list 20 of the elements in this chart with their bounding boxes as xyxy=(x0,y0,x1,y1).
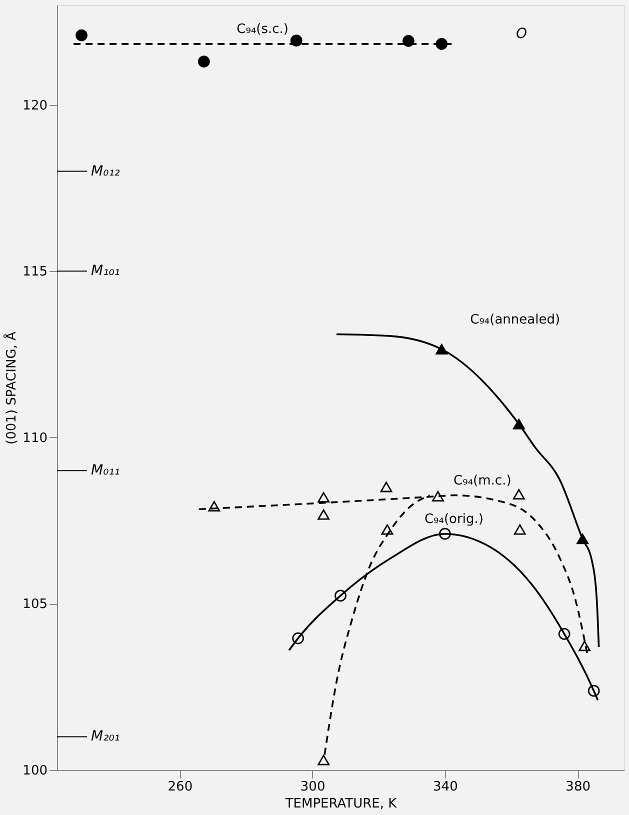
x-tick-label: 300 xyxy=(300,780,326,794)
ref-line-label: M₂₀₁ xyxy=(91,728,120,745)
annotation: O xyxy=(516,26,527,42)
x-tick-label: 340 xyxy=(433,780,458,794)
series-label: C₉₄(m.c.) xyxy=(454,473,512,488)
y-tick-label: 110 xyxy=(22,430,48,446)
y-axis-title: (001) SPACING, Å xyxy=(2,331,20,444)
ref-line-label: M₁₀₁ xyxy=(91,263,120,280)
y-tick-label: 100 xyxy=(22,764,48,778)
y-tick-label: 120 xyxy=(22,98,48,114)
series-label: C₉₄(s.c.) xyxy=(236,22,288,37)
y-tick-label: 105 xyxy=(22,597,48,612)
x-tick-label: 380 xyxy=(566,780,590,794)
series-label: C₉₄(orig.) xyxy=(424,512,484,527)
y-tick-label: 115 xyxy=(22,264,48,280)
x-axis-title: TEMPERATURE, K xyxy=(284,796,398,812)
ref-line-label: M₀₁₂ xyxy=(91,163,120,180)
text: C₉₄(annealed) xyxy=(470,312,560,328)
ref-line-label: M₀₁₁ xyxy=(91,462,120,479)
x-tick-label: 260 xyxy=(168,780,193,794)
